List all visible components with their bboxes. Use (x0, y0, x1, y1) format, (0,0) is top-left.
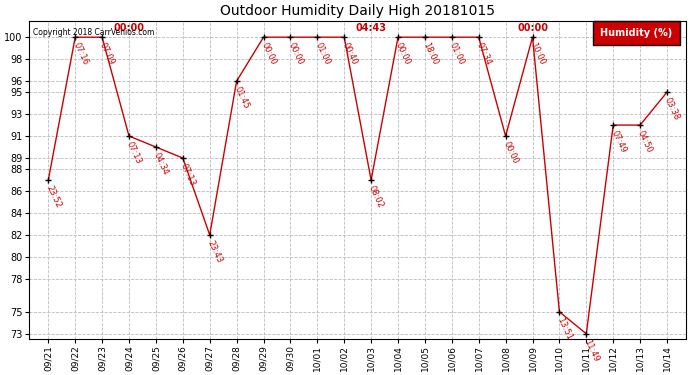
Text: 04:34: 04:34 (152, 151, 170, 177)
Text: 00:00: 00:00 (394, 41, 412, 67)
Text: 07:34: 07:34 (475, 41, 493, 67)
Text: 18:00: 18:00 (421, 41, 439, 67)
Text: Copyright 2018 CarrVenios.com: Copyright 2018 CarrVenios.com (33, 28, 155, 37)
Text: 11:49: 11:49 (582, 338, 600, 363)
Text: 04:50: 04:50 (636, 129, 654, 154)
Text: 00:00: 00:00 (114, 23, 144, 33)
Text: 00:00: 00:00 (259, 41, 277, 67)
Text: 07:16: 07:16 (71, 41, 90, 67)
Text: 01:45: 01:45 (233, 85, 251, 111)
Text: 00:00: 00:00 (502, 140, 520, 165)
Text: 07:13: 07:13 (125, 140, 144, 166)
Text: 23:43: 23:43 (206, 239, 224, 265)
Text: 07:13: 07:13 (179, 162, 197, 188)
Text: 23:52: 23:52 (44, 184, 63, 210)
Title: Outdoor Humidity Daily High 20181015: Outdoor Humidity Daily High 20181015 (220, 4, 495, 18)
Text: 13:51: 13:51 (555, 316, 573, 341)
Text: 07:09: 07:09 (98, 41, 117, 67)
Text: 08:02: 08:02 (367, 184, 386, 210)
Text: 03:38: 03:38 (663, 96, 681, 122)
Text: 11:49: 11:49 (598, 23, 629, 33)
Text: 00:00: 00:00 (517, 23, 548, 33)
Text: 00:00: 00:00 (286, 41, 304, 67)
Text: 07:49: 07:49 (609, 129, 627, 154)
Text: Humidity (%): Humidity (%) (600, 28, 673, 38)
Text: 01:00: 01:00 (448, 41, 466, 67)
Text: 00:40: 00:40 (340, 41, 358, 67)
Text: 10:00: 10:00 (529, 41, 546, 67)
Text: 01:00: 01:00 (313, 41, 331, 67)
Text: 04:43: 04:43 (355, 23, 386, 33)
